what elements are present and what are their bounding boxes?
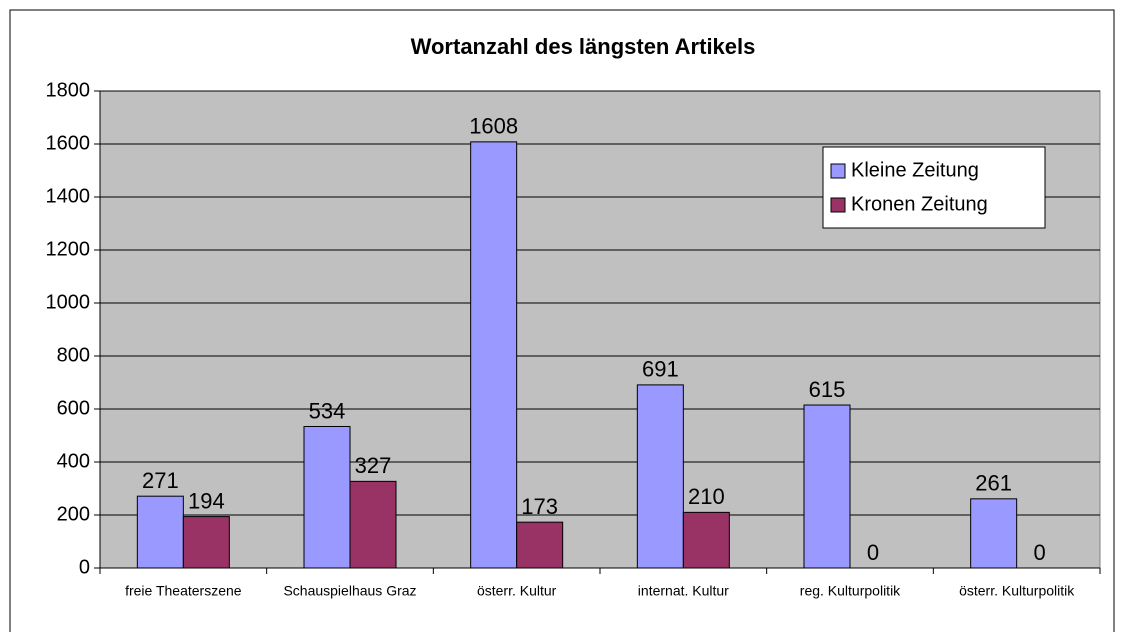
data-label: 210 [688, 484, 725, 509]
y-tick-label: 1600 [46, 132, 91, 154]
data-label: 1608 [469, 114, 518, 139]
legend-swatch [830, 197, 846, 213]
bar [970, 498, 1018, 569]
y-tick-label: 200 [57, 503, 90, 525]
bar [349, 480, 397, 569]
data-label: 0 [1034, 540, 1046, 565]
y-tick-label: 1400 [46, 185, 91, 207]
x-tick-label: reg. Kulturpolitik [800, 583, 901, 599]
bar [470, 141, 518, 569]
bar [516, 521, 564, 569]
data-label: 615 [809, 377, 846, 402]
x-tick-label: internat. Kultur [638, 583, 729, 599]
bar [803, 404, 851, 569]
y-tick-label: 1800 [46, 79, 91, 101]
legend-box [822, 146, 1046, 229]
bar [136, 495, 184, 569]
x-tick-label: Schauspielhaus Graz [283, 583, 416, 599]
bar [636, 384, 684, 569]
y-tick-label: 1000 [46, 291, 91, 313]
y-tick-label: 600 [57, 397, 90, 419]
y-tick-label: 400 [57, 450, 90, 472]
legend-label: Kronen Zeitung [851, 193, 988, 215]
y-tick-label: 1200 [46, 238, 91, 260]
data-label: 534 [309, 398, 346, 423]
data-label: 173 [521, 494, 558, 519]
bar [682, 511, 730, 569]
bar [182, 516, 230, 569]
data-label: 194 [188, 488, 225, 513]
data-label: 0 [867, 540, 879, 565]
x-tick-label: österr. Kultur [477, 583, 557, 599]
y-tick-label: 0 [79, 556, 90, 578]
chart-title: Wortanzahl des längsten Artikels [411, 34, 756, 59]
x-tick-label: österr. Kulturpolitik [959, 583, 1075, 599]
data-label: 261 [975, 471, 1012, 496]
bar [303, 425, 351, 569]
x-tick-label: freie Theaterszene [125, 583, 242, 599]
y-tick-label: 800 [57, 344, 90, 366]
legend-label: Kleine Zeitung [851, 159, 979, 181]
data-label: 327 [355, 453, 392, 478]
legend-swatch [830, 163, 846, 179]
data-label: 271 [142, 468, 179, 493]
data-label: 691 [642, 357, 679, 382]
